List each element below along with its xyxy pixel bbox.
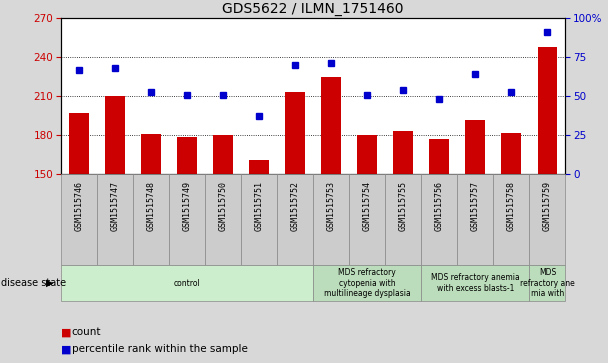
Bar [429, 139, 449, 174]
Text: MDS refractory anemia
with excess blasts-1: MDS refractory anemia with excess blasts… [431, 273, 520, 293]
Text: GSM1515751: GSM1515751 [255, 182, 263, 232]
Bar [349, 174, 385, 265]
Bar [385, 174, 421, 265]
Bar [249, 160, 269, 174]
Text: GSM1515754: GSM1515754 [363, 182, 371, 232]
Bar [61, 265, 313, 301]
Bar [321, 77, 341, 174]
Text: MDS refractory
cytopenia with
multilineage dysplasia: MDS refractory cytopenia with multilinea… [324, 268, 410, 298]
Bar [502, 132, 521, 174]
Text: GSM1515750: GSM1515750 [218, 182, 227, 232]
Text: GSM1515757: GSM1515757 [471, 182, 480, 232]
Bar [313, 265, 421, 301]
Bar [61, 174, 97, 265]
Bar [133, 174, 169, 265]
Bar [358, 135, 377, 174]
Text: GSM1515756: GSM1515756 [435, 182, 444, 232]
Bar [97, 174, 133, 265]
Text: ■: ■ [61, 344, 71, 354]
Text: GSM1515748: GSM1515748 [147, 182, 156, 232]
Bar [465, 119, 485, 174]
Text: control: control [174, 279, 200, 287]
Text: ▶: ▶ [46, 278, 54, 288]
Bar [213, 135, 233, 174]
Bar [105, 96, 125, 174]
Bar [537, 47, 558, 174]
Text: disease state: disease state [1, 278, 66, 288]
Text: GSM1515752: GSM1515752 [291, 182, 300, 232]
Text: GSM1515753: GSM1515753 [326, 182, 336, 232]
Bar [141, 134, 161, 174]
Bar [393, 131, 413, 174]
Bar [277, 174, 313, 265]
Bar [177, 136, 197, 174]
Text: GSM1515747: GSM1515747 [111, 182, 119, 232]
Text: MDS
refractory ane
mia with: MDS refractory ane mia with [520, 268, 575, 298]
Text: GSM1515746: GSM1515746 [74, 182, 83, 232]
Bar [169, 174, 205, 265]
Bar [313, 174, 349, 265]
Bar [205, 174, 241, 265]
Bar [530, 265, 565, 301]
Bar [69, 113, 89, 174]
Text: GSM1515755: GSM1515755 [399, 182, 408, 232]
Text: ■: ■ [61, 327, 71, 337]
Bar [457, 174, 493, 265]
Bar [421, 174, 457, 265]
Text: GSM1515758: GSM1515758 [507, 182, 516, 232]
Bar [493, 174, 530, 265]
Text: count: count [72, 327, 102, 337]
Text: GSM1515749: GSM1515749 [182, 182, 192, 232]
Bar [530, 174, 565, 265]
Bar [421, 265, 530, 301]
Title: GDS5622 / ILMN_1751460: GDS5622 / ILMN_1751460 [223, 2, 404, 16]
Text: GSM1515759: GSM1515759 [543, 182, 552, 232]
Text: percentile rank within the sample: percentile rank within the sample [72, 344, 247, 354]
Bar [285, 92, 305, 174]
Bar [241, 174, 277, 265]
